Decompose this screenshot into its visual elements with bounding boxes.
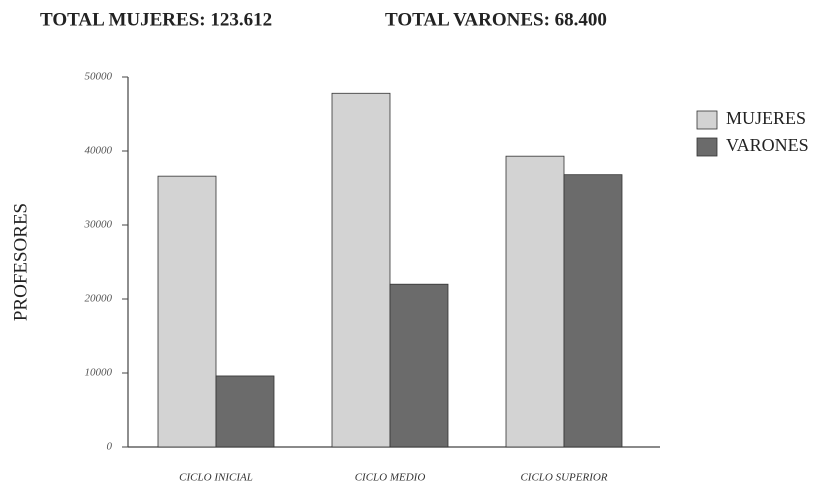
legend-label: MUJERES: [726, 108, 806, 128]
bar: [563, 174, 623, 448]
y-tick-label: 50000: [85, 71, 113, 83]
x-tick-label: CICLO INICIAL: [179, 472, 253, 484]
bar: [215, 375, 275, 448]
x-tick-label: CICLO MEDIO: [355, 472, 426, 484]
chart-title: TOTAL VARONES: 68.400: [385, 9, 607, 30]
bar: [157, 175, 217, 448]
x-tick-label: CICLO SUPERIOR: [520, 472, 607, 484]
chart-title: TOTAL MUJERES: 123.612: [40, 9, 272, 30]
y-axis-label: PROFESORES: [10, 203, 31, 321]
y-tick-label: 0: [107, 441, 113, 453]
bar: [331, 92, 391, 448]
y-tick-label: 40000: [85, 145, 113, 157]
legend-swatch: [696, 137, 718, 157]
legend-label: VARONES: [726, 135, 809, 155]
bar: [389, 283, 449, 448]
y-tick-label: 30000: [84, 219, 113, 231]
y-tick-label: 20000: [85, 293, 113, 305]
legend-swatch: [696, 110, 718, 130]
y-tick-label: 10000: [85, 367, 113, 379]
bar: [505, 155, 565, 448]
